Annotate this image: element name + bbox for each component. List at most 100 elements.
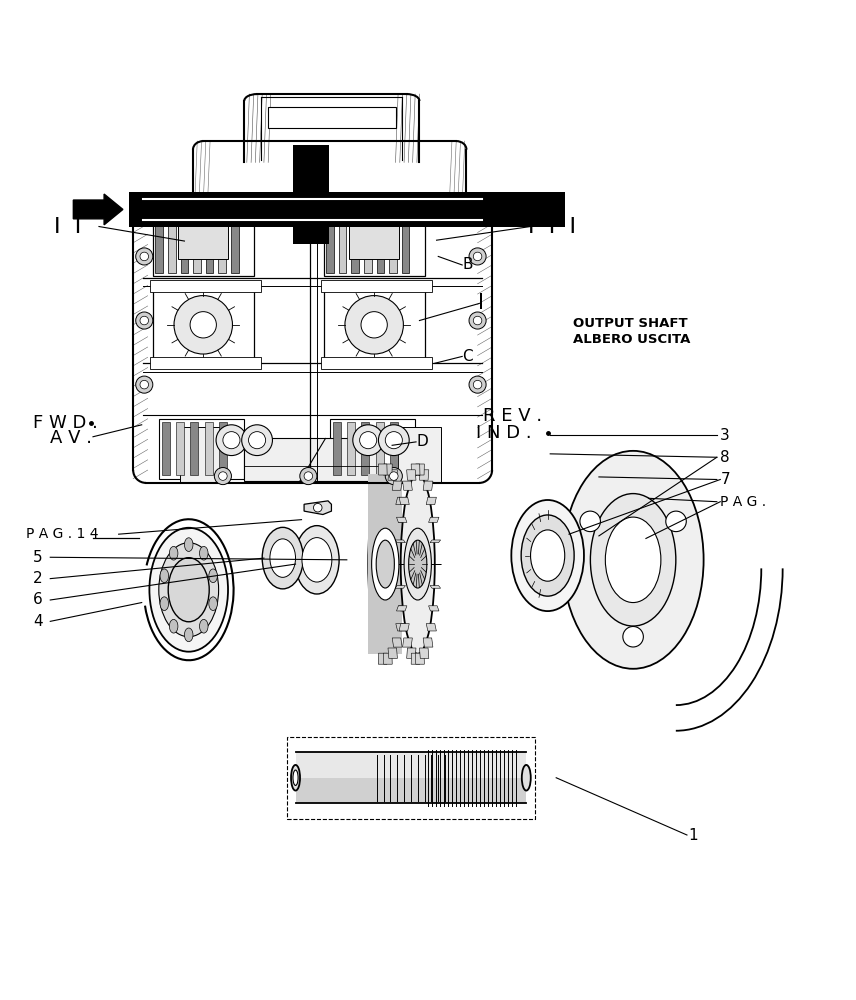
Text: I: I xyxy=(478,293,484,313)
Ellipse shape xyxy=(605,517,661,603)
Circle shape xyxy=(385,468,402,485)
Polygon shape xyxy=(402,638,413,647)
Polygon shape xyxy=(426,497,437,505)
Bar xyxy=(190,422,199,475)
Bar xyxy=(398,427,441,483)
Ellipse shape xyxy=(376,540,395,588)
Bar xyxy=(347,422,355,475)
Circle shape xyxy=(140,252,149,261)
Circle shape xyxy=(378,425,409,456)
Circle shape xyxy=(473,252,482,261)
Text: P A G . 1 4: P A G . 1 4 xyxy=(27,527,98,541)
Bar xyxy=(205,213,213,273)
Circle shape xyxy=(223,432,240,449)
Circle shape xyxy=(140,316,149,325)
Circle shape xyxy=(389,472,398,480)
Circle shape xyxy=(190,312,217,338)
Polygon shape xyxy=(400,540,411,543)
Polygon shape xyxy=(392,481,402,490)
Text: I  I: I I xyxy=(54,217,81,237)
Polygon shape xyxy=(399,517,409,522)
Ellipse shape xyxy=(169,546,178,560)
Circle shape xyxy=(300,468,317,485)
Text: A V .: A V . xyxy=(51,429,92,447)
Ellipse shape xyxy=(294,526,339,594)
Text: 3: 3 xyxy=(720,428,730,443)
FancyArrow shape xyxy=(74,194,123,225)
Bar xyxy=(321,203,432,215)
Polygon shape xyxy=(399,624,409,631)
Polygon shape xyxy=(383,464,392,475)
Ellipse shape xyxy=(302,538,332,582)
Bar xyxy=(244,438,381,481)
Text: I  I  I: I I I xyxy=(528,217,576,237)
Polygon shape xyxy=(395,540,406,543)
Polygon shape xyxy=(383,653,392,664)
Text: I N D .: I N D . xyxy=(476,424,532,442)
Polygon shape xyxy=(407,648,416,658)
Ellipse shape xyxy=(160,597,169,611)
Bar xyxy=(218,213,226,273)
Bar xyxy=(193,213,200,273)
Polygon shape xyxy=(423,638,433,647)
Bar xyxy=(339,213,347,273)
Polygon shape xyxy=(388,470,397,480)
Bar xyxy=(268,107,395,128)
Circle shape xyxy=(214,468,231,485)
Polygon shape xyxy=(430,540,441,543)
Circle shape xyxy=(304,472,312,480)
Text: 8: 8 xyxy=(720,450,730,465)
Text: 5: 5 xyxy=(33,550,43,565)
Text: A: A xyxy=(478,204,488,219)
Bar xyxy=(178,226,229,259)
Polygon shape xyxy=(395,624,406,631)
Bar xyxy=(364,213,372,273)
Bar xyxy=(389,213,397,273)
Polygon shape xyxy=(378,653,387,664)
Polygon shape xyxy=(415,464,425,475)
Ellipse shape xyxy=(184,538,193,551)
Text: F W D .: F W D . xyxy=(33,414,98,432)
Bar xyxy=(153,209,253,276)
Ellipse shape xyxy=(408,540,427,588)
Text: C: C xyxy=(462,349,473,364)
Text: B: B xyxy=(462,257,473,272)
Circle shape xyxy=(666,511,687,532)
Polygon shape xyxy=(429,517,439,522)
Ellipse shape xyxy=(372,528,399,600)
Circle shape xyxy=(469,376,486,393)
Bar xyxy=(151,203,261,215)
Ellipse shape xyxy=(199,546,208,560)
Bar xyxy=(321,280,432,292)
Ellipse shape xyxy=(199,619,208,633)
Ellipse shape xyxy=(184,628,193,642)
Bar xyxy=(219,422,227,475)
Polygon shape xyxy=(400,586,411,588)
Ellipse shape xyxy=(522,765,531,791)
Polygon shape xyxy=(415,653,425,664)
Ellipse shape xyxy=(401,474,435,654)
Bar xyxy=(151,280,261,292)
Bar xyxy=(129,192,565,227)
Bar xyxy=(333,422,341,475)
Text: 4: 4 xyxy=(33,614,43,629)
Bar xyxy=(180,427,223,483)
Text: 6: 6 xyxy=(33,592,43,607)
Ellipse shape xyxy=(209,597,217,611)
Ellipse shape xyxy=(368,474,402,654)
Text: 7: 7 xyxy=(720,472,730,487)
Polygon shape xyxy=(395,497,406,505)
Circle shape xyxy=(216,425,247,456)
Bar xyxy=(368,474,402,654)
Circle shape xyxy=(136,312,153,329)
Ellipse shape xyxy=(150,528,228,652)
Bar xyxy=(324,209,425,276)
Polygon shape xyxy=(399,497,409,505)
Bar xyxy=(155,213,163,273)
Circle shape xyxy=(136,248,153,265)
Polygon shape xyxy=(411,653,420,664)
Text: R E V .: R E V . xyxy=(483,407,542,425)
Polygon shape xyxy=(304,501,331,515)
Ellipse shape xyxy=(169,619,178,633)
Bar xyxy=(326,213,334,273)
